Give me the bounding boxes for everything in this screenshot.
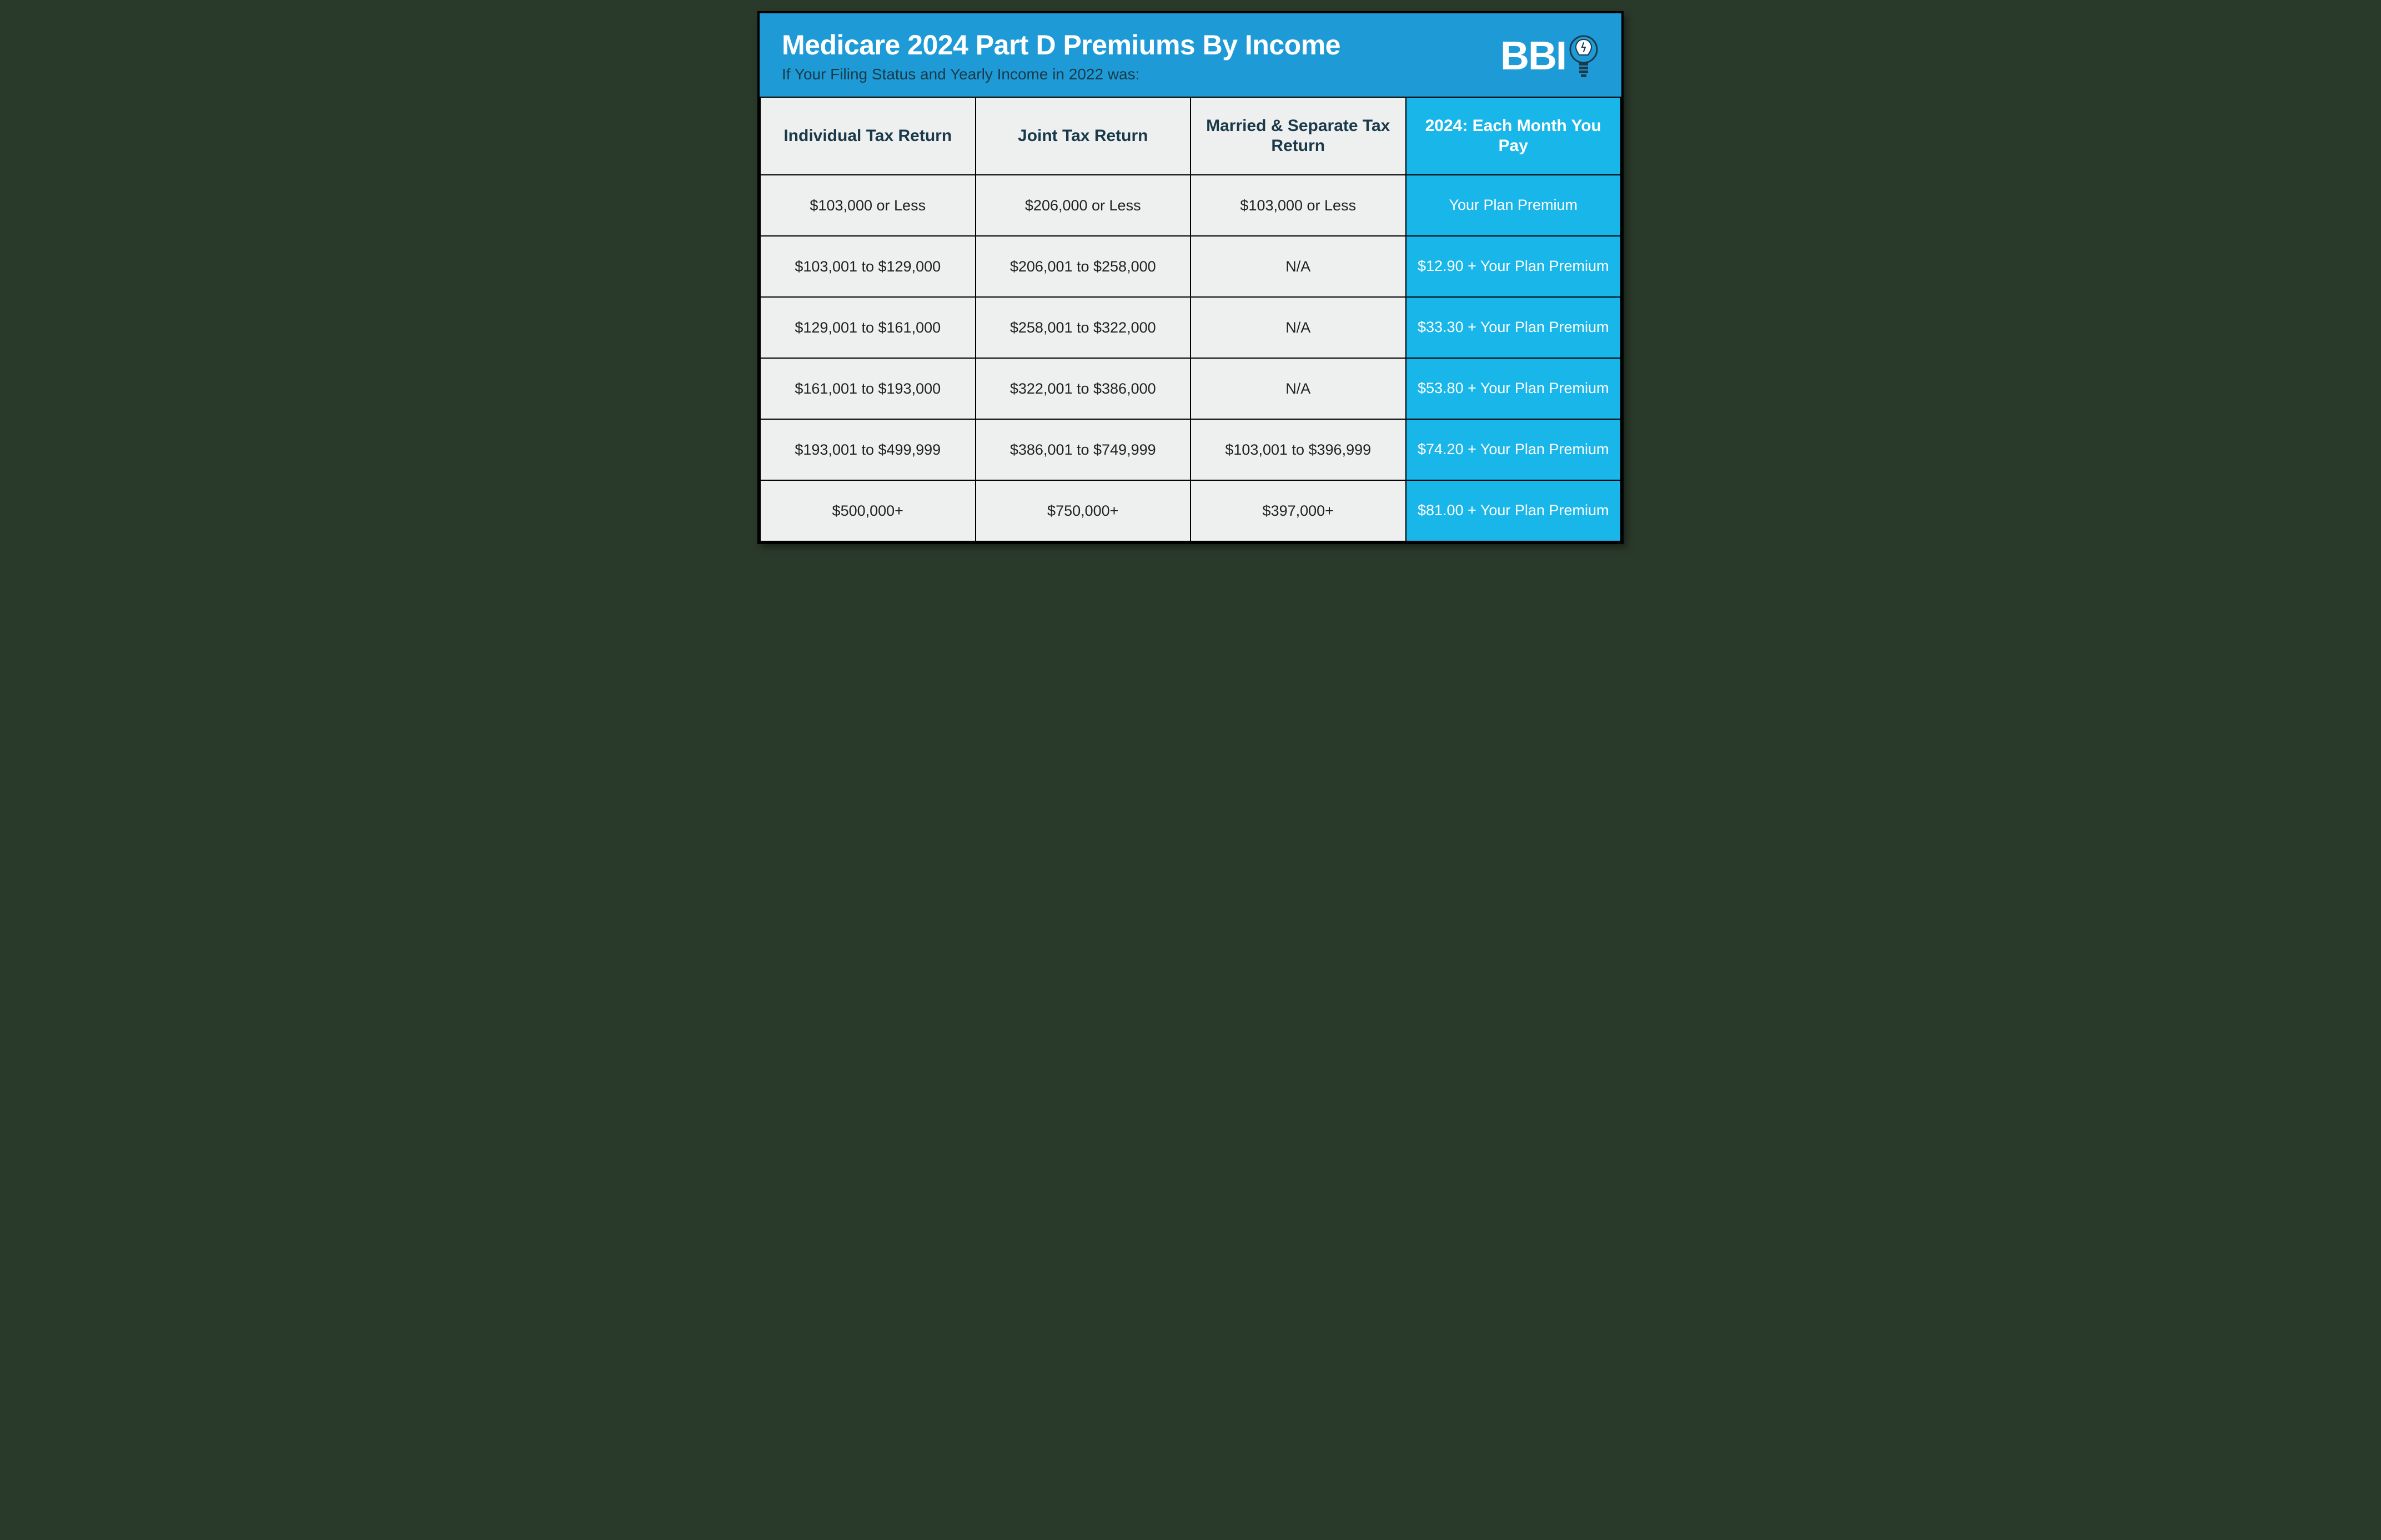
cell-individual: $500,000+: [760, 480, 976, 541]
brand-logo: BBI: [1500, 33, 1599, 79]
card-subtitle: If Your Filing Status and Yearly Income …: [782, 66, 1500, 83]
cell-monthly-pay: $33.30 + Your Plan Premium: [1406, 297, 1621, 358]
card-header: Medicare 2024 Part D Premiums By Income …: [760, 13, 1621, 97]
col-header-individual: Individual Tax Return: [760, 97, 976, 175]
header-text-block: Medicare 2024 Part D Premiums By Income …: [782, 29, 1500, 83]
table-row: $103,000 or Less $206,000 or Less $103,0…: [760, 175, 1621, 236]
table-row: $103,001 to $129,000 $206,001 to $258,00…: [760, 236, 1621, 297]
cell-married-separate: N/A: [1190, 358, 1406, 419]
table-row: $161,001 to $193,000 $322,001 to $386,00…: [760, 358, 1621, 419]
cell-married-separate: $397,000+: [1190, 480, 1406, 541]
table-row: $500,000+ $750,000+ $397,000+ $81.00 + Y…: [760, 480, 1621, 541]
cell-married-separate: N/A: [1190, 236, 1406, 297]
cell-individual: $129,001 to $161,000: [760, 297, 976, 358]
cell-joint: $206,001 to $258,000: [976, 236, 1191, 297]
cell-individual: $103,000 or Less: [760, 175, 976, 236]
cell-joint: $206,000 or Less: [976, 175, 1191, 236]
logo-text: BBI: [1500, 33, 1566, 79]
premium-table-card: Medicare 2024 Part D Premiums By Income …: [757, 11, 1624, 544]
table-header-row: Individual Tax Return Joint Tax Return M…: [760, 97, 1621, 175]
cell-individual: $193,001 to $499,999: [760, 419, 976, 480]
card-title: Medicare 2024 Part D Premiums By Income: [782, 29, 1500, 61]
table-row: $129,001 to $161,000 $258,001 to $322,00…: [760, 297, 1621, 358]
cell-married-separate: N/A: [1190, 297, 1406, 358]
cell-individual: $161,001 to $193,000: [760, 358, 976, 419]
premium-table: Individual Tax Return Joint Tax Return M…: [760, 97, 1621, 542]
lightbulb-icon: [1568, 34, 1599, 78]
col-header-monthly-pay: 2024: Each Month You Pay: [1406, 97, 1621, 175]
cell-married-separate: $103,001 to $396,999: [1190, 419, 1406, 480]
cell-monthly-pay: $81.00 + Your Plan Premium: [1406, 480, 1621, 541]
cell-joint: $258,001 to $322,000: [976, 297, 1191, 358]
cell-married-separate: $103,000 or Less: [1190, 175, 1406, 236]
col-header-joint: Joint Tax Return: [976, 97, 1191, 175]
cell-joint: $750,000+: [976, 480, 1191, 541]
cell-monthly-pay: $53.80 + Your Plan Premium: [1406, 358, 1621, 419]
cell-monthly-pay: Your Plan Premium: [1406, 175, 1621, 236]
cell-joint: $386,001 to $749,999: [976, 419, 1191, 480]
cell-joint: $322,001 to $386,000: [976, 358, 1191, 419]
cell-monthly-pay: $12.90 + Your Plan Premium: [1406, 236, 1621, 297]
cell-monthly-pay: $74.20 + Your Plan Premium: [1406, 419, 1621, 480]
table-body: $103,000 or Less $206,000 or Less $103,0…: [760, 175, 1621, 541]
cell-individual: $103,001 to $129,000: [760, 236, 976, 297]
table-row: $193,001 to $499,999 $386,001 to $749,99…: [760, 419, 1621, 480]
col-header-married-separate: Married & Separate Tax Return: [1190, 97, 1406, 175]
